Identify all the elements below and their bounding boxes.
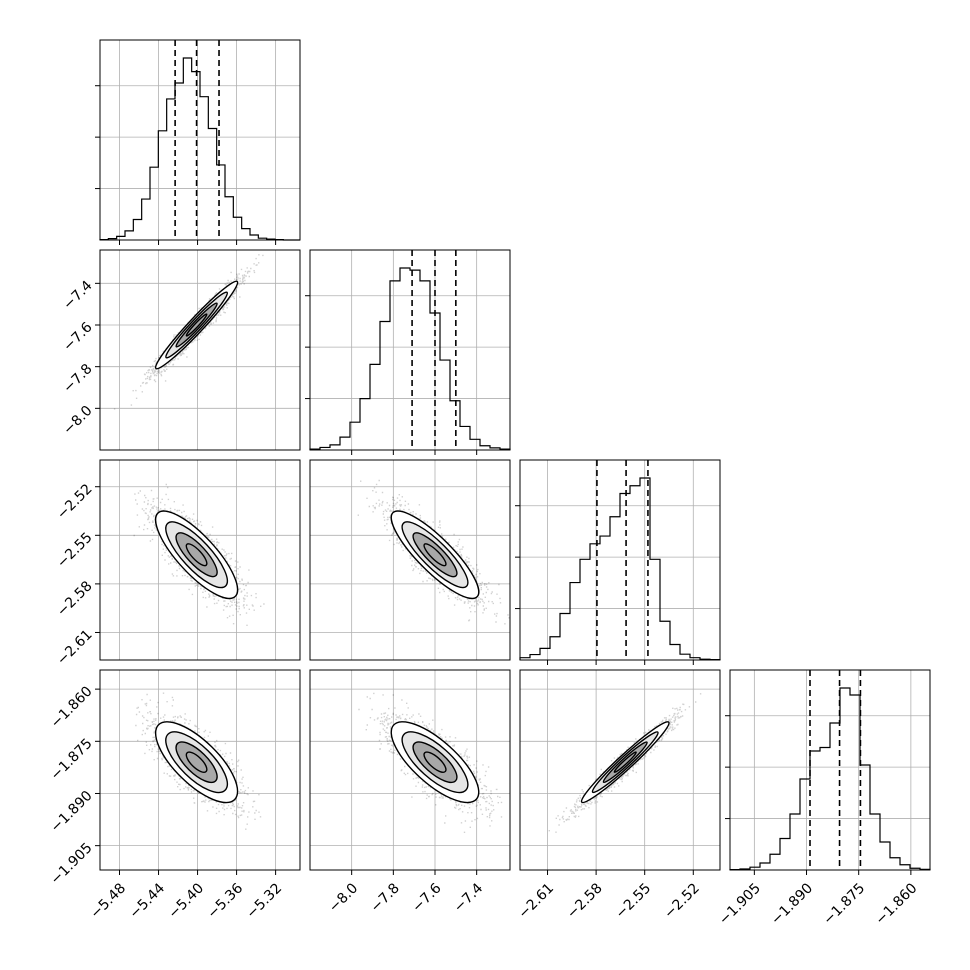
contour-line xyxy=(175,741,218,784)
y-tick-label: −8.0 xyxy=(60,403,95,438)
contour-line xyxy=(613,751,637,773)
x-tick-label: −7.4 xyxy=(451,880,486,915)
panel-frame xyxy=(99,669,301,871)
contour-line xyxy=(165,521,229,589)
y-tick-label: −7.4 xyxy=(60,278,95,313)
y-tick-label: −1.875 xyxy=(48,736,96,784)
y-tick-label: −1.860 xyxy=(48,683,96,731)
contour-line xyxy=(175,532,218,578)
contour-line xyxy=(185,543,208,567)
histogram-3 xyxy=(519,477,721,661)
x-tick-label: −7.8 xyxy=(368,880,403,915)
x-tick-label: −5.36 xyxy=(205,880,247,922)
contour-line xyxy=(165,291,229,359)
contour-fill-inner xyxy=(413,742,457,783)
x-tick-label: −7.6 xyxy=(409,880,444,915)
y-tick-label: −1.905 xyxy=(48,840,96,888)
histogram-2 xyxy=(309,267,511,450)
x-tick-label: −2.55 xyxy=(613,880,655,922)
contour-line xyxy=(185,313,208,337)
histogram-layer xyxy=(99,40,931,871)
contour-line xyxy=(580,721,670,804)
grid-layer xyxy=(100,40,930,870)
contour-line xyxy=(165,731,229,794)
panel-frame xyxy=(519,459,721,661)
contour-line xyxy=(602,741,648,784)
panel-frame xyxy=(99,249,301,451)
contour-layer xyxy=(154,280,670,804)
x-tick-label: −2.52 xyxy=(661,880,703,922)
contour-fill-inner xyxy=(603,741,648,783)
y-tick-label: −1.890 xyxy=(48,788,96,836)
x-tick-label: −2.61 xyxy=(515,880,557,922)
panel-frame xyxy=(309,459,511,661)
contour-line xyxy=(185,751,208,773)
x-tick-label: −5.32 xyxy=(244,880,286,922)
contour-line xyxy=(154,721,239,804)
y-tick-label: −2.52 xyxy=(54,481,96,523)
y-tick-label: −7.6 xyxy=(60,319,95,354)
contour-line xyxy=(401,521,469,589)
panel-frame xyxy=(99,459,301,661)
contour-line xyxy=(401,731,469,794)
x-tick-label: −1.860 xyxy=(873,880,921,928)
contour-line xyxy=(423,751,447,773)
x-tick-label: −8.0 xyxy=(326,880,361,915)
y-tick-label: −7.8 xyxy=(60,361,95,396)
contour-line xyxy=(154,280,239,370)
panel-frame xyxy=(519,669,721,871)
contour-line xyxy=(175,302,218,348)
contour-line xyxy=(412,532,458,578)
tick-layer: −8.0−7.8−7.6−7.4−2.61−2.58−2.55−2.52−1.9… xyxy=(48,85,921,928)
contour-line xyxy=(390,721,480,804)
histogram-4 xyxy=(729,687,931,871)
contour-line xyxy=(390,510,480,600)
contour-line xyxy=(591,731,659,794)
x-tick-label: −1.890 xyxy=(768,880,816,928)
x-tick-label: −1.905 xyxy=(716,880,764,928)
contour-line xyxy=(423,543,447,567)
y-tick-label: −2.61 xyxy=(54,627,96,669)
histogram-1 xyxy=(99,57,300,241)
y-tick-label: −2.58 xyxy=(54,578,96,620)
contour-line xyxy=(412,741,458,784)
frame-layer xyxy=(99,39,931,871)
panel-frame xyxy=(309,669,511,871)
x-tick-label: −1.875 xyxy=(820,880,868,928)
x-tick-label: −5.44 xyxy=(126,880,168,922)
contour-line xyxy=(154,510,239,600)
contour-fill-inner xyxy=(176,532,218,577)
y-tick-label: −2.55 xyxy=(54,530,96,572)
x-tick-label: −5.40 xyxy=(166,880,208,922)
contour-fill-inner xyxy=(176,742,218,783)
x-tick-label: −2.58 xyxy=(564,880,606,922)
x-tick-label: −5.48 xyxy=(87,880,129,922)
panel-frame xyxy=(729,669,931,871)
panel-frame xyxy=(309,249,511,451)
panel-frame xyxy=(99,39,301,241)
